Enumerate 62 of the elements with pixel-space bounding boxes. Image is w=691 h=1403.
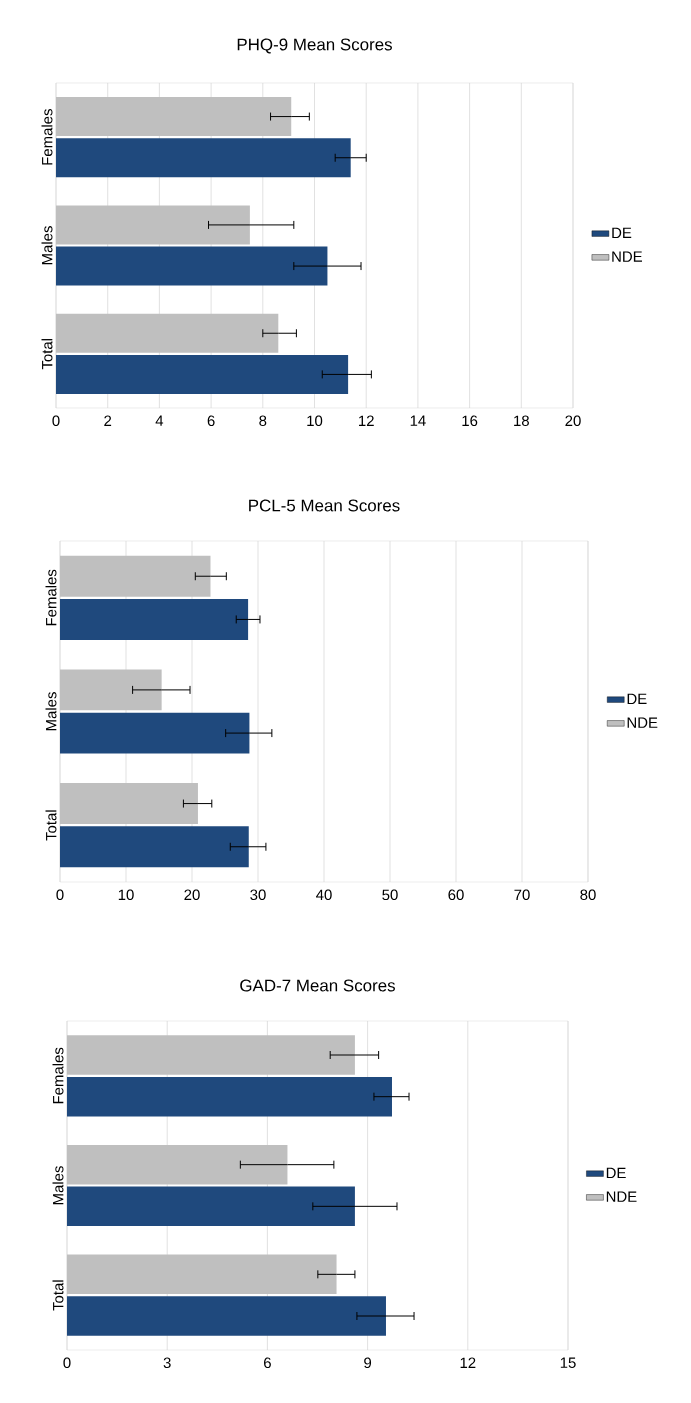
bar [60,826,249,868]
x-tick-label: 18 [514,415,529,427]
x-tick-label: 14 [410,415,426,426]
legend-label: NDE [627,717,658,728]
y-tick-label: Females [52,1047,64,1104]
x-tick-label: 12 [460,1357,476,1368]
legend-label: DE [627,693,647,705]
x-tick-label: 60 [448,889,464,901]
y-tick-label: Males [45,692,57,731]
x-tick-label: 20 [184,889,200,901]
legend-label: DE [606,1167,626,1179]
y-tick-label: Males [52,1166,64,1205]
x-tick-label: 30 [250,889,266,901]
bar [56,246,328,286]
bar [67,1035,355,1075]
y-tick-label: Males [41,226,53,265]
x-tick-label: 50 [382,889,398,901]
x-tick-label: 4 [155,415,164,426]
x-tick-label: 12 [359,415,374,426]
bar [67,1254,337,1295]
x-tick-label: 15 [560,1357,576,1368]
chart-title: PHQ-9 Mean Scores [237,38,392,54]
bar [67,1186,355,1227]
legend-label: DE [612,227,632,238]
bar [56,205,250,245]
x-tick-label: 3 [163,1357,171,1369]
bar [60,555,211,597]
bar [56,354,349,394]
bar [67,1144,288,1185]
bar [60,783,198,825]
y-tick-label: Total [52,1280,64,1311]
x-tick-label: 0 [56,889,64,901]
bar [56,97,292,137]
x-tick-label: 10 [307,415,323,427]
y-tick-label: Total [41,339,53,370]
bar [56,313,279,353]
chart-title: GAD-7 Mean Scores [240,979,395,992]
bar [60,598,249,640]
x-tick-label: 6 [264,1357,271,1369]
x-tick-label: 20 [565,415,581,427]
bar [60,669,162,711]
bar [67,1076,392,1117]
bar [67,1296,386,1336]
x-tick-label: 16 [462,415,478,427]
legend-label: NDE [612,251,643,262]
legend-label: NDE [606,1191,637,1202]
x-tick-label: 70 [514,889,530,901]
y-tick-label: Females [41,109,53,165]
x-tick-label: 0 [52,415,60,427]
y-tick-label: Total [45,810,57,841]
x-tick-label: 6 [207,415,215,427]
x-tick-label: 10 [118,889,134,901]
bar [60,712,250,754]
x-tick-label: 40 [316,889,332,901]
x-tick-label: 80 [580,889,596,901]
x-tick-label: 9 [364,1357,372,1369]
y-tick-label: Females [45,569,57,626]
chart-title: PCL-5 Mean Scores [249,499,400,512]
x-tick-label: 8 [259,415,267,427]
x-tick-label: 0 [63,1357,71,1369]
x-tick-label: 2 [104,415,112,426]
bar [56,138,351,178]
